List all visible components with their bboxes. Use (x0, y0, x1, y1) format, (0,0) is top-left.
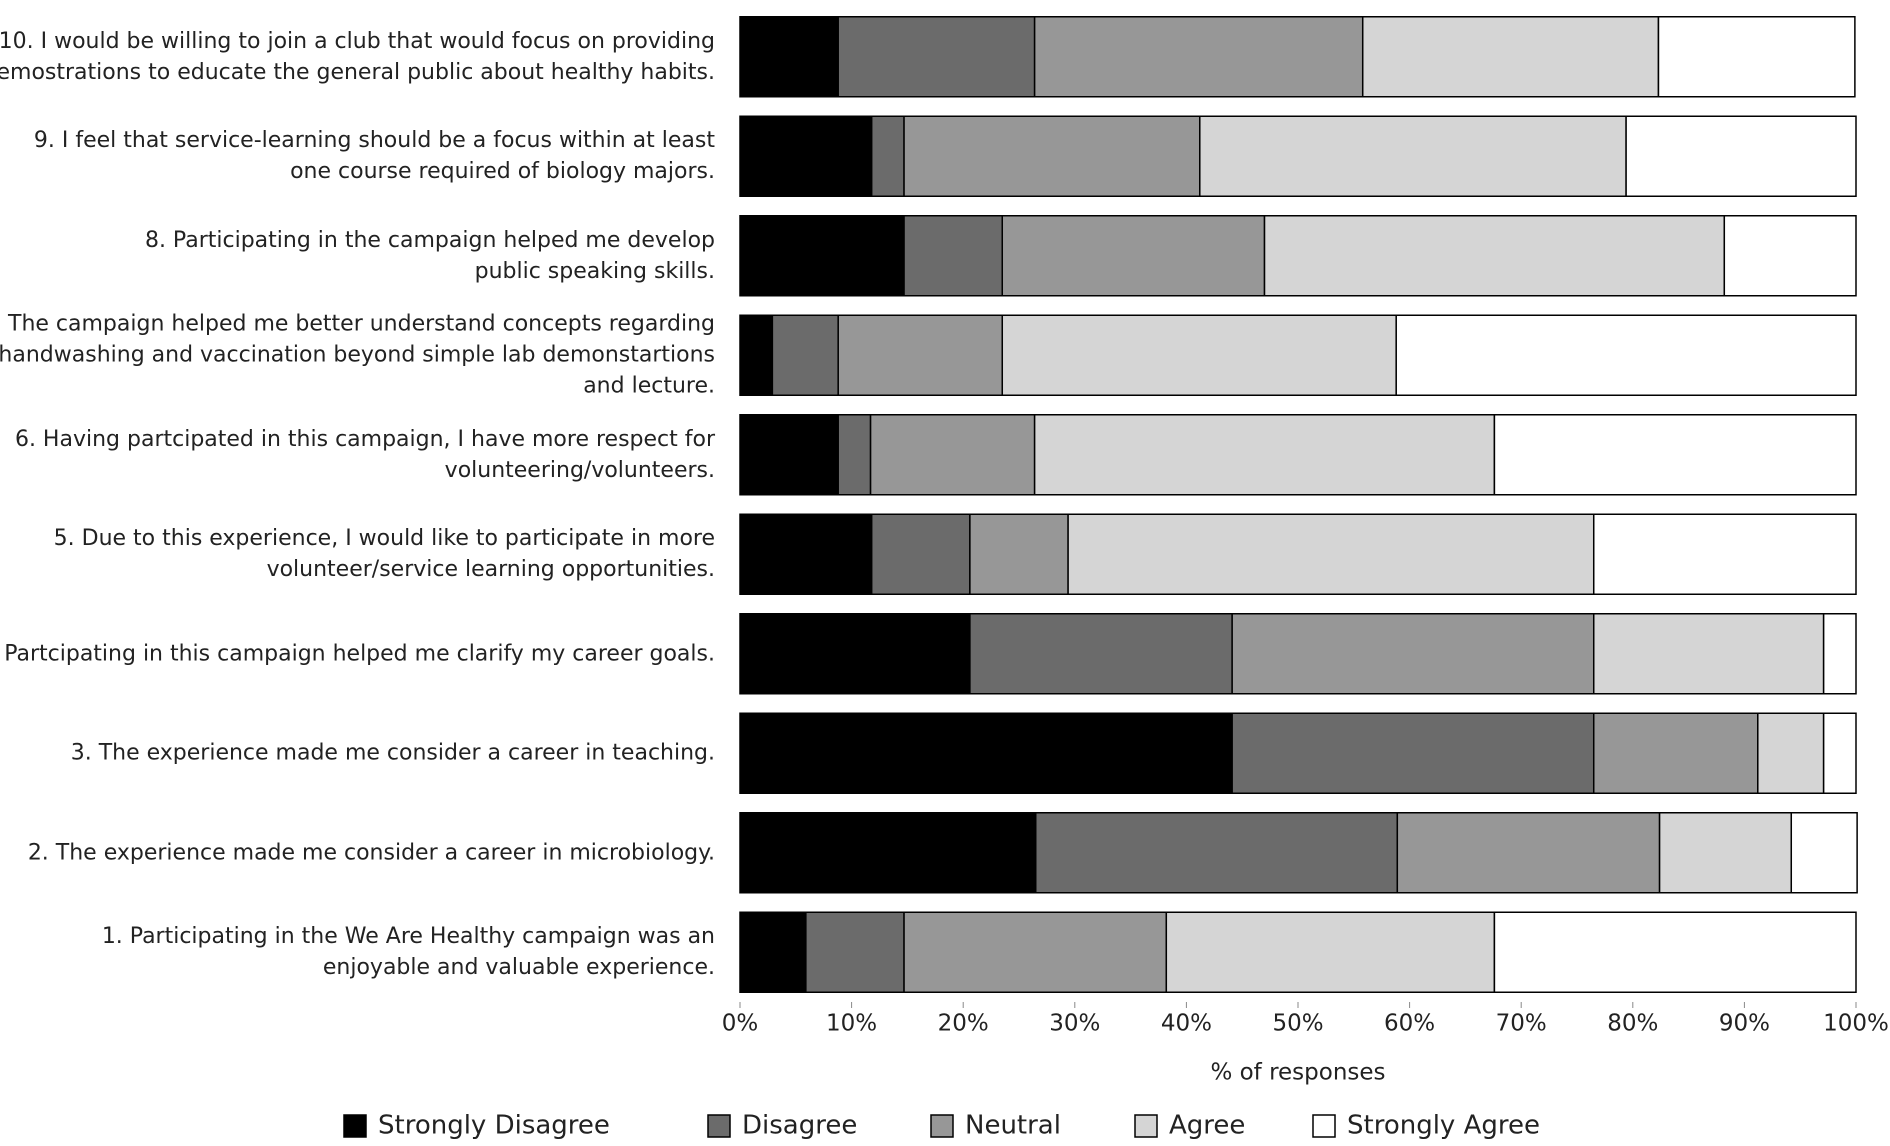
bar-segment (739, 115, 873, 197)
bar-segment (1723, 215, 1857, 297)
bar-segment (739, 414, 839, 496)
bar-segment (739, 812, 1037, 894)
x-tick-label: 0% (722, 1011, 759, 1037)
bar-segment (1165, 911, 1496, 993)
category-label: 4. Partcipating in this campaign helped … (0, 641, 715, 667)
bar-segment (805, 911, 905, 993)
bar-segment (739, 712, 1233, 794)
category-label: 9. I feel that service-learning should b… (33, 128, 715, 185)
category-label: 10. I would be willing to join a club th… (0, 28, 715, 85)
legend-label: Neutral (965, 1111, 1061, 1141)
category-label: 2. The experience made me consider a car… (27, 840, 715, 866)
bar-segment (1067, 513, 1595, 595)
legend-label: Strongly Disagree (378, 1111, 610, 1141)
bar-segment (1592, 613, 1825, 695)
legend-swatch (930, 1114, 954, 1138)
bar-segment (1625, 115, 1857, 197)
bar-segment (739, 215, 905, 297)
x-tick-label: 60% (1384, 1011, 1435, 1037)
legend-label: Disagree (742, 1111, 857, 1141)
bar-segment (903, 911, 1168, 993)
bar-segment (969, 513, 1069, 595)
legend-label: Agree (1169, 1111, 1245, 1141)
bar-segment (1231, 613, 1595, 695)
category-label: 1. Participating in the We Are Healthy c… (101, 924, 715, 981)
bar-segment (1361, 16, 1660, 98)
bar-segment (837, 314, 1004, 396)
bar-segment (1033, 16, 1364, 98)
bar-segment (1396, 812, 1661, 894)
bar-segment (903, 115, 1201, 197)
bar-segment (1658, 812, 1793, 894)
x-tick-label: 50% (1272, 1011, 1323, 1037)
bar-segment (1395, 314, 1857, 396)
bar-segment (739, 513, 873, 595)
bar-segment (1231, 712, 1595, 794)
x-tick-label: 80% (1607, 1011, 1658, 1037)
bar-segment (869, 414, 1036, 496)
bar-segment (1592, 712, 1759, 794)
bar-segment (771, 314, 839, 396)
bar-segment (903, 215, 1004, 297)
category-label: 3. The experience made me consider a car… (70, 740, 715, 766)
bar-segment (1493, 414, 1857, 496)
bar-segment (1493, 911, 1857, 993)
bar-segment (1001, 215, 1266, 297)
bar-segment (739, 16, 839, 98)
bar-segment (1822, 712, 1857, 794)
legend-swatch (1312, 1114, 1336, 1138)
bar-segment (739, 314, 774, 396)
x-tick-label: 20% (938, 1011, 989, 1037)
category-label: 5. Due to this experience, I would like … (53, 526, 715, 583)
legend-swatch (707, 1114, 731, 1138)
x-tick-label: 70% (1496, 1011, 1547, 1037)
legend-swatch (1134, 1114, 1158, 1138)
bar-segment (1822, 613, 1857, 695)
bar-segment (1263, 215, 1726, 297)
legend-label: Strongly Agree (1347, 1111, 1540, 1141)
legend-swatch (343, 1114, 367, 1138)
bar-segment (870, 115, 905, 197)
bar-segment (739, 613, 971, 695)
bar-segment (837, 16, 1036, 98)
bar-segment (1790, 812, 1858, 894)
bar-segment (1199, 115, 1627, 197)
bar-segment (1033, 414, 1496, 496)
category-label: 8. Participating in the campaign helped … (144, 227, 715, 284)
bar-segment (1001, 314, 1397, 396)
category-label: 6. Having partcipated in this campaign, … (14, 426, 715, 483)
x-tick-label: 90% (1719, 1011, 1770, 1037)
bar-segment (1757, 712, 1825, 794)
bar-segment (1657, 16, 1856, 98)
x-tick-label: 10% (826, 1011, 877, 1037)
bar-segment (969, 613, 1233, 695)
category-label: 7. The campaign helped me better underst… (0, 311, 715, 399)
bar-segment (1034, 812, 1399, 894)
bar-segment (837, 414, 872, 496)
x-tick-label: 100% (1823, 1011, 1889, 1037)
x-tick-label: 30% (1049, 1011, 1100, 1037)
bar-segment (870, 513, 971, 595)
x-axis-label: % of responses (1210, 1060, 1385, 1086)
x-tick-label: 40% (1161, 1011, 1212, 1037)
bar-segment (739, 911, 807, 993)
bar-segment (1592, 513, 1857, 595)
